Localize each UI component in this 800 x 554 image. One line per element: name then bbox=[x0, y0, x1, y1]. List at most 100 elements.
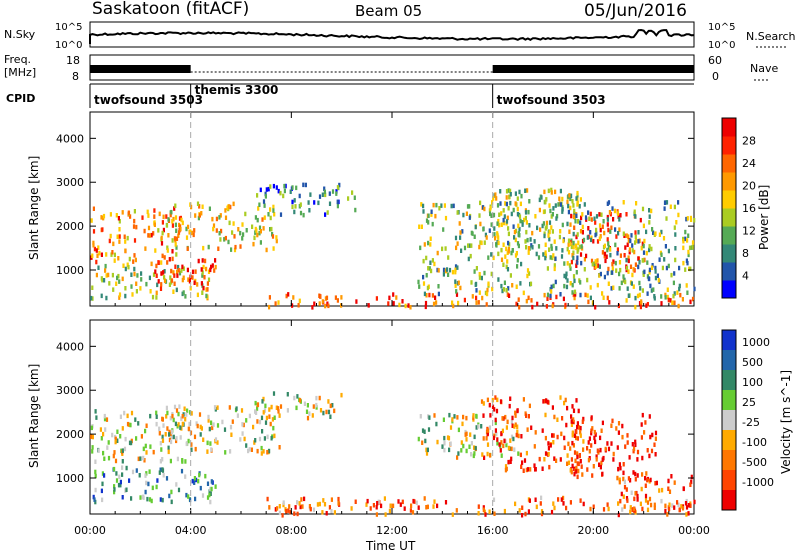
range-gate-cell bbox=[263, 203, 266, 208]
range-gate-cell bbox=[560, 497, 563, 502]
range-gate-cell bbox=[570, 259, 573, 265]
range-gate-cell bbox=[161, 457, 164, 462]
range-gate-cell bbox=[664, 295, 667, 300]
range-gate-cell bbox=[121, 448, 124, 453]
range-gate-cell bbox=[431, 221, 434, 227]
range-gate-cell bbox=[577, 219, 580, 224]
range-gate-cell bbox=[178, 404, 181, 409]
range-gate-cell bbox=[221, 419, 224, 425]
colorbar-tick-label: 12 bbox=[742, 225, 756, 238]
range-gate-cell bbox=[549, 443, 552, 448]
range-gate-cell bbox=[177, 422, 180, 427]
range-gate-cell bbox=[397, 499, 400, 504]
range-gate-cell bbox=[200, 211, 203, 216]
range-gate-cell bbox=[245, 443, 248, 448]
range-gate-cell bbox=[447, 272, 450, 277]
range-gate-cell bbox=[509, 188, 512, 194]
range-gate-cell bbox=[251, 224, 254, 229]
range-gate-cell bbox=[633, 496, 636, 502]
range-gate-cell bbox=[309, 192, 312, 197]
range-gate-cell bbox=[483, 270, 486, 276]
range-gate-cell bbox=[576, 232, 579, 237]
range-gate-cell bbox=[201, 258, 204, 263]
range-gate-cell bbox=[495, 242, 498, 247]
range-gate-cell bbox=[622, 200, 625, 205]
range-gate-cell bbox=[158, 426, 161, 432]
range-gate-cell bbox=[500, 257, 504, 262]
range-gate-cell bbox=[449, 441, 452, 446]
range-gate-cell bbox=[565, 505, 568, 511]
range-gate-cell bbox=[499, 201, 502, 206]
range-gate-cell bbox=[198, 213, 201, 218]
range-gate-cell bbox=[583, 202, 586, 207]
range-gate-cell bbox=[113, 450, 116, 455]
range-gate-cell bbox=[259, 229, 262, 234]
range-gate-cell bbox=[155, 414, 158, 419]
range-gate-cell bbox=[578, 204, 581, 209]
range-gate-cell bbox=[269, 215, 272, 221]
range-gate-cell bbox=[174, 242, 177, 247]
range-gate-cell bbox=[627, 238, 630, 244]
range-gate-cell bbox=[639, 286, 642, 291]
range-gate-cell bbox=[496, 221, 499, 226]
range-gate-cell bbox=[110, 252, 113, 257]
range-gate-cell bbox=[92, 229, 96, 234]
range-gate-cell bbox=[430, 212, 433, 217]
range-gate-cell bbox=[260, 415, 264, 421]
range-gate-cell bbox=[153, 208, 156, 213]
range-gate-cell bbox=[582, 501, 585, 507]
range-gate-cell bbox=[171, 413, 174, 419]
range-gate-cell bbox=[484, 290, 487, 296]
range-gate-cell bbox=[555, 246, 558, 251]
range-gate-cell bbox=[685, 283, 688, 288]
range-gate-cell bbox=[92, 243, 95, 248]
range-gate-cell bbox=[114, 439, 117, 445]
range-gate-cell bbox=[330, 497, 333, 502]
range-gate-cell bbox=[253, 440, 256, 445]
range-gate-cell bbox=[470, 441, 473, 446]
range-gate-cell bbox=[595, 457, 598, 462]
range-gate-cell bbox=[648, 247, 651, 253]
range-gate-cell bbox=[420, 202, 423, 207]
range-gate-cell bbox=[650, 246, 653, 252]
range-gate-cell bbox=[626, 242, 629, 247]
range-gate-cell bbox=[90, 425, 93, 431]
range-gate-cell bbox=[303, 496, 306, 502]
range-gate-cell bbox=[148, 469, 151, 474]
range-gate-cell bbox=[272, 246, 275, 251]
nave-label: Nave bbox=[750, 62, 778, 75]
range-gate-cell bbox=[522, 468, 525, 473]
range-gate-cell bbox=[94, 487, 97, 493]
range-gate-cell bbox=[671, 503, 674, 508]
range-gate-cell bbox=[298, 501, 301, 506]
range-gate-cell bbox=[336, 203, 339, 209]
range-gate-cell bbox=[523, 458, 527, 463]
range-gate-cell bbox=[581, 212, 584, 217]
range-gate-cell bbox=[321, 299, 324, 304]
range-gate-cell bbox=[469, 432, 472, 437]
range-gate-cell bbox=[501, 288, 504, 294]
range-gate-cell bbox=[509, 192, 512, 197]
range-gate-cell bbox=[570, 419, 573, 424]
range-gate-cell bbox=[572, 240, 575, 246]
range-gate-cell bbox=[578, 244, 581, 250]
range-gate-cell bbox=[269, 184, 272, 189]
range-gate-cell bbox=[185, 441, 188, 447]
range-gate-cell bbox=[528, 223, 531, 228]
colorbar-swatch bbox=[722, 190, 736, 209]
range-gate-cell bbox=[660, 252, 663, 257]
range-gate-cell bbox=[146, 209, 149, 215]
range-gate-cell bbox=[143, 228, 146, 234]
range-gate-cell bbox=[642, 243, 645, 249]
range-gate-cell bbox=[643, 257, 646, 263]
range-gate-cell bbox=[261, 399, 264, 404]
range-gate-cell bbox=[576, 451, 579, 456]
range-gate-cell bbox=[528, 403, 531, 409]
range-gate-cell bbox=[422, 203, 425, 209]
range-gate-cell bbox=[593, 429, 596, 435]
range-gate-cell bbox=[170, 278, 174, 283]
range-gate-cell bbox=[567, 441, 570, 447]
range-gate-cell bbox=[539, 501, 542, 506]
range-gate-cell bbox=[682, 239, 685, 244]
range-gate-cell bbox=[507, 445, 510, 451]
